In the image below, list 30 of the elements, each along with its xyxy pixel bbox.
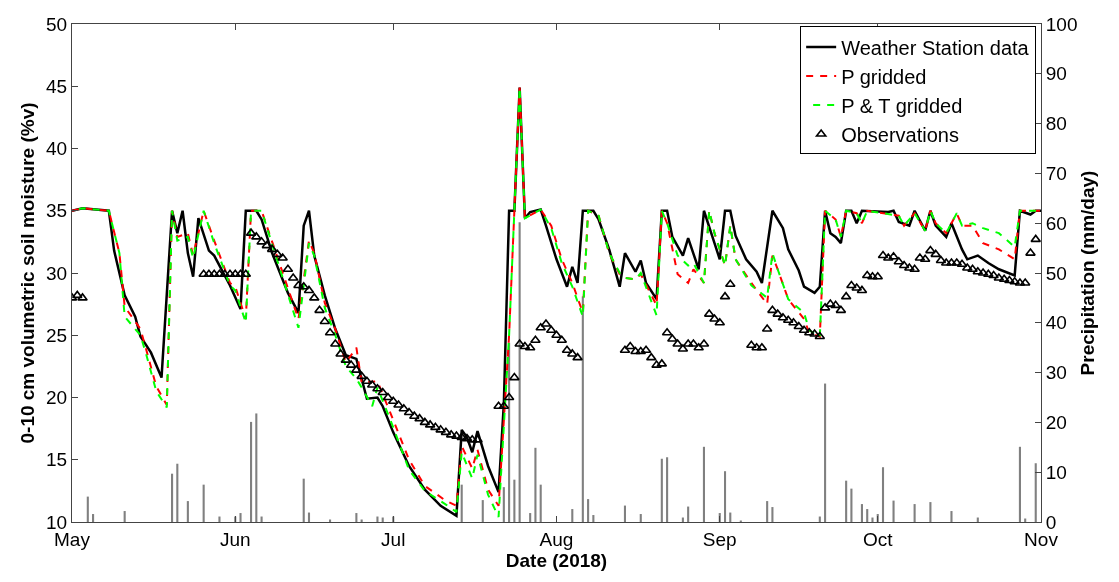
y2-tick-label: 40 <box>1045 312 1067 334</box>
x-tick-label: Oct <box>862 528 894 550</box>
y2-tick-label: 30 <box>1045 362 1067 384</box>
x-tick-label: Aug <box>539 528 574 550</box>
y-axis-title: 0-10 cm volumetric soil moisture (%v) <box>16 102 38 444</box>
y-tick-label: 40 <box>46 138 68 160</box>
y2-tick-label: 10 <box>1045 461 1067 483</box>
y-tick-label: 50 <box>46 13 68 35</box>
legend-label: P gridded <box>841 65 927 88</box>
y2-tick-label: 60 <box>1045 212 1067 234</box>
x-tick-label: Jun <box>219 528 251 550</box>
y-tick-label: 45 <box>46 75 68 97</box>
y2-tick-label: 70 <box>1045 163 1067 185</box>
y2-tick-label: 100 <box>1045 13 1078 35</box>
y-tick-label: 15 <box>46 449 68 471</box>
legend-label: Observations <box>841 123 959 146</box>
y-tick-label: 30 <box>46 262 68 284</box>
y-tick-label: 35 <box>46 200 68 222</box>
y-tick-label: 20 <box>46 387 68 409</box>
y2-tick-label: 80 <box>1045 113 1067 135</box>
legend-label: P & T gridded <box>841 94 963 117</box>
y2-tick-label: 90 <box>1045 63 1067 85</box>
y-tick-label: 25 <box>46 324 68 346</box>
x-tick-label: Sep <box>702 528 737 550</box>
legend-label: Weather Station data <box>841 36 1030 59</box>
x-tick-label: Jul <box>381 528 406 550</box>
y2-tick-label: 20 <box>1045 412 1067 434</box>
x-axis-title: Date (2018) <box>505 549 608 571</box>
y2-axis-title: Precipitation (mm/day) <box>1077 170 1099 376</box>
y2-tick-label: 50 <box>1045 262 1067 284</box>
